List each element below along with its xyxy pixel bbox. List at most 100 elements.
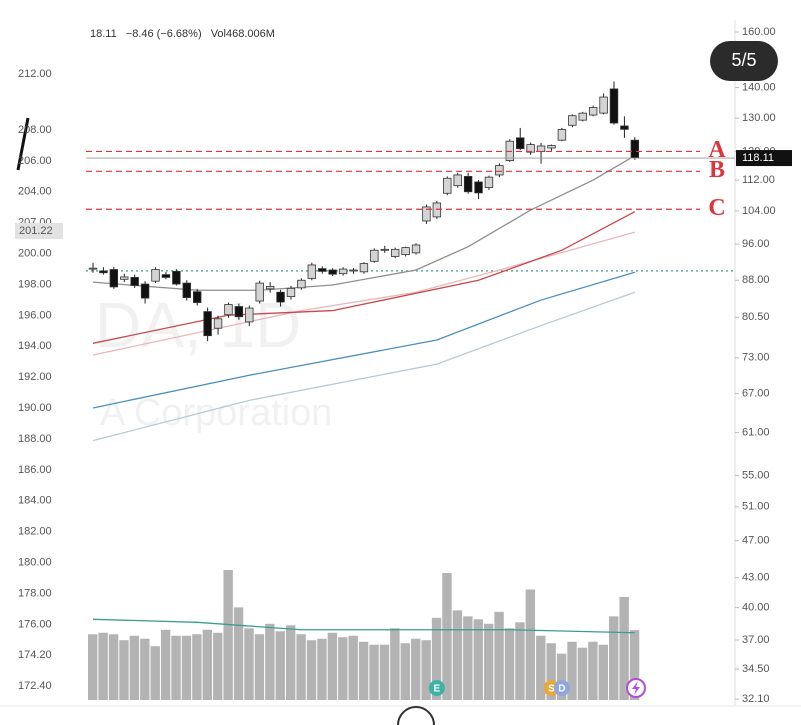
left-axis-label: 176.00 <box>18 618 52 630</box>
volume-bar <box>483 623 494 700</box>
candle-body <box>140 283 150 299</box>
candle-body <box>599 96 608 114</box>
volume-bar <box>431 617 442 700</box>
candle-body <box>338 268 348 275</box>
candle-body <box>536 145 546 152</box>
candle-body <box>307 264 317 279</box>
event-label: D <box>558 684 565 695</box>
watermark: A Corporation <box>100 392 332 434</box>
candle-body <box>422 206 431 222</box>
candle-body <box>161 274 171 278</box>
volume-bar <box>358 641 369 700</box>
left-axis-label: 172.40 <box>18 680 52 692</box>
volume-bar <box>129 635 140 700</box>
lightning-icon <box>626 678 646 698</box>
volume-bar <box>140 638 150 700</box>
volume-bar <box>546 643 556 700</box>
candle-body <box>557 129 567 141</box>
y-tick-label: 55.00 <box>742 469 770 481</box>
candle-body <box>255 282 264 302</box>
volume-bar <box>296 634 306 700</box>
header-change: −8.46 (−6.68%) <box>126 28 202 40</box>
volume-bar <box>442 572 452 700</box>
volume-bar <box>181 635 192 700</box>
volume-bar <box>108 634 119 700</box>
volume-bar <box>327 632 338 700</box>
volume-bar <box>317 638 327 700</box>
candle-body <box>213 318 223 329</box>
volume-bar <box>254 634 265 700</box>
left-axis-label: 188.00 <box>18 433 52 445</box>
candle-body <box>245 307 254 323</box>
volume-bar <box>463 616 473 700</box>
left-axis-label: 196.00 <box>18 309 52 321</box>
pen-stroke <box>16 117 30 171</box>
candle-body <box>99 270 108 274</box>
left-axis-label: 180.00 <box>18 557 52 569</box>
volume-bar <box>285 625 296 700</box>
y-tick-label: 34.50 <box>742 663 770 675</box>
volume-bar <box>338 637 348 700</box>
y-tick-label: 73.00 <box>742 352 770 364</box>
candle-body <box>495 165 504 176</box>
y-tick-label: 112.00 <box>742 174 775 186</box>
left-axis-label: 182.00 <box>18 526 52 538</box>
volume-bar <box>494 611 504 700</box>
left-axis-label: 212.00 <box>18 68 52 80</box>
moving-average <box>92 155 636 291</box>
candle-body <box>474 181 483 194</box>
candle-body <box>547 145 556 149</box>
left-axis-label: 190.00 <box>18 402 52 414</box>
y-tick-label: 67.00 <box>742 387 770 399</box>
volume-bar <box>452 610 463 700</box>
volume-bar <box>306 640 317 700</box>
left-axis-label: 186.00 <box>18 464 52 476</box>
candle-body <box>443 177 452 194</box>
y-tick-label: 40.00 <box>742 602 770 614</box>
candle-body <box>318 268 327 272</box>
candle-body <box>192 291 202 303</box>
volume-bar <box>348 635 358 700</box>
candle-body <box>276 291 285 303</box>
volume-bar <box>504 628 515 700</box>
candle-body <box>370 249 379 262</box>
candle-body <box>516 137 525 150</box>
volume-bar <box>629 630 640 700</box>
y-tick-label: 61.00 <box>742 426 770 438</box>
plot: DA, 1DA Corporation160.00140.00130.00120… <box>15 26 792 705</box>
volume-bar <box>536 635 546 700</box>
header-price: 18.11 <box>90 28 117 40</box>
volume-bar <box>160 629 171 700</box>
volume-bar <box>119 640 129 700</box>
y-tick-label: 104.00 <box>742 205 776 217</box>
lightning <box>632 681 640 695</box>
candle-body <box>620 125 629 130</box>
left-axis-label: 194.00 <box>18 340 52 352</box>
volume-ma <box>92 618 635 634</box>
candle-body <box>411 244 421 254</box>
y-tick-label: 80.50 <box>742 311 770 323</box>
last-price-label: 118.11 <box>742 152 774 164</box>
volume-bar <box>275 631 285 700</box>
home-button[interactable] <box>397 706 435 725</box>
volume-bar <box>192 634 202 700</box>
volume-bar <box>400 643 410 700</box>
page-indicator: 5/5 <box>731 50 756 70</box>
left-marker-box <box>15 223 63 239</box>
candle-body <box>297 279 306 289</box>
candle-body <box>484 176 494 188</box>
candle-body <box>203 311 212 337</box>
volume-bar <box>88 634 98 700</box>
candle-body <box>265 286 275 290</box>
candle-body <box>588 107 598 116</box>
y-tick-label: 140.00 <box>742 81 776 93</box>
candle-body <box>609 88 619 124</box>
volume-bar <box>171 635 181 700</box>
volume-bar <box>609 616 619 700</box>
candle-body <box>88 267 98 270</box>
left-axis-label: 204.00 <box>18 186 52 198</box>
candle-body <box>172 270 181 285</box>
volume-bar <box>265 623 275 700</box>
